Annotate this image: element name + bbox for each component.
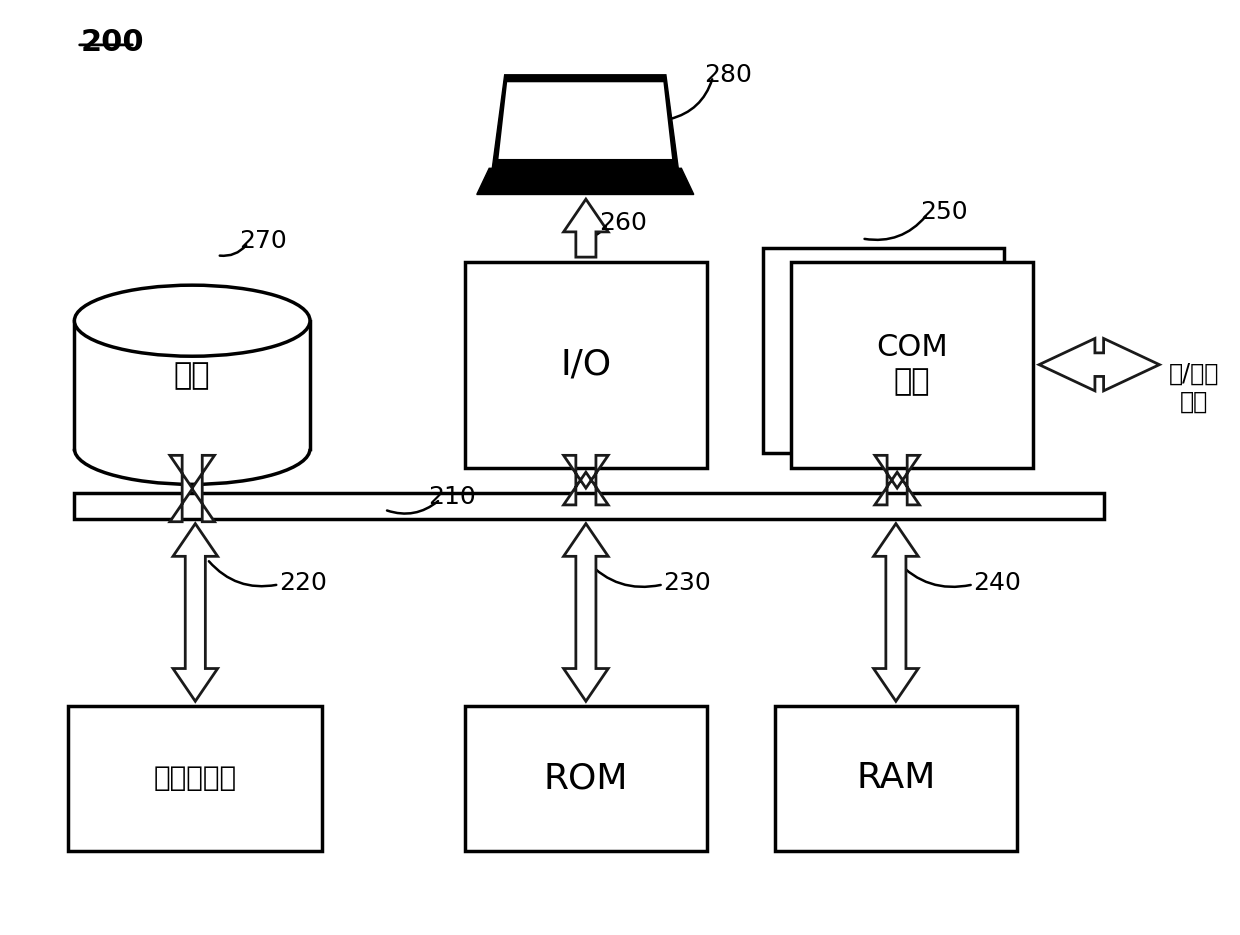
Polygon shape bbox=[875, 455, 920, 505]
Text: 220: 220 bbox=[279, 570, 327, 595]
Bar bbox=[763, 248, 1004, 453]
Text: COM
端口: COM 端口 bbox=[877, 334, 947, 396]
Polygon shape bbox=[873, 524, 918, 701]
Ellipse shape bbox=[74, 285, 310, 356]
Text: 200: 200 bbox=[81, 27, 144, 57]
Bar bbox=[68, 706, 322, 851]
Polygon shape bbox=[492, 75, 678, 168]
Text: 210: 210 bbox=[428, 485, 476, 510]
Polygon shape bbox=[563, 455, 609, 505]
Polygon shape bbox=[498, 82, 672, 159]
Bar bbox=[791, 262, 1033, 468]
Bar bbox=[465, 262, 707, 468]
Text: 270: 270 bbox=[239, 229, 288, 253]
Polygon shape bbox=[476, 168, 694, 194]
Polygon shape bbox=[170, 455, 215, 522]
Text: 至/来自
网络: 至/来自 网络 bbox=[1169, 362, 1219, 414]
Bar bbox=[74, 321, 310, 449]
Polygon shape bbox=[563, 524, 609, 701]
Polygon shape bbox=[1039, 338, 1159, 391]
Text: 250: 250 bbox=[920, 200, 967, 224]
Text: 260: 260 bbox=[599, 210, 647, 235]
Polygon shape bbox=[563, 199, 609, 257]
Bar bbox=[775, 706, 1017, 851]
Text: RAM: RAM bbox=[856, 761, 936, 796]
Bar bbox=[465, 706, 707, 851]
Text: 240: 240 bbox=[973, 570, 1022, 595]
Text: 280: 280 bbox=[704, 63, 753, 87]
Text: I/O: I/O bbox=[560, 348, 611, 381]
Text: ROM: ROM bbox=[543, 761, 629, 796]
Polygon shape bbox=[174, 524, 218, 701]
Text: 中央处理器: 中央处理器 bbox=[154, 765, 237, 792]
Text: 磁盘: 磁盘 bbox=[174, 361, 211, 390]
Bar bbox=[74, 493, 1104, 519]
Text: 230: 230 bbox=[663, 570, 712, 595]
